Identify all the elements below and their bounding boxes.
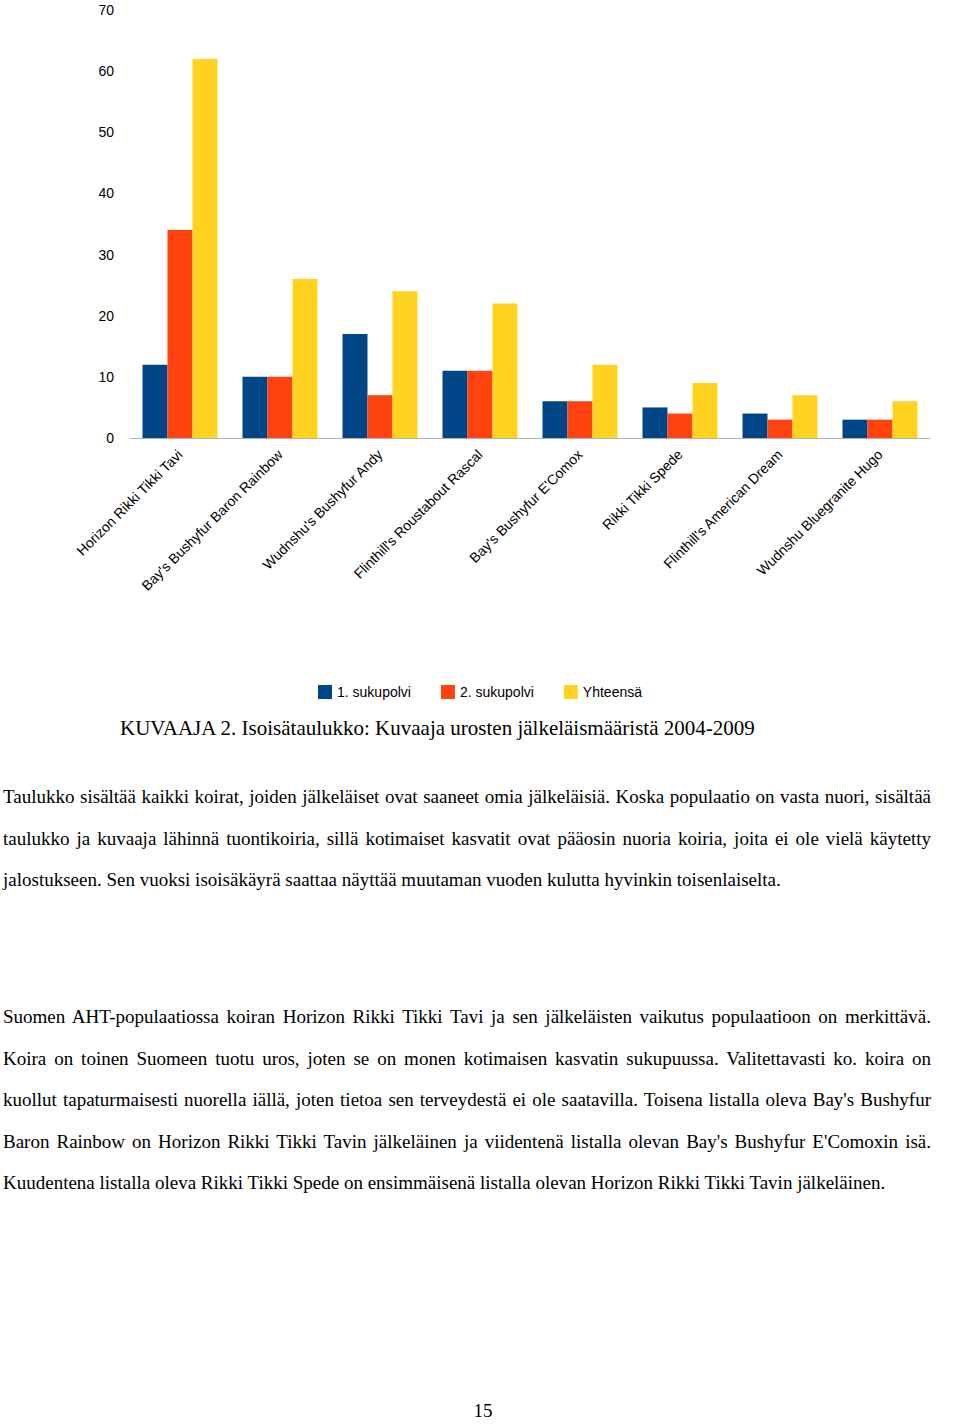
svg-text:Wudnshu's Bushyfur Andy: Wudnshu's Bushyfur Andy xyxy=(259,446,386,573)
html-text:KUVAAJA 2. Isoisätaulukko: Kuv: KUVAAJA 2. Isoisätaulukko: Kuvaaja urost… xyxy=(120,716,755,740)
svg-text:60: 60 xyxy=(98,63,114,79)
html-text:15: 15 xyxy=(473,1400,493,1421)
svg-text:Flinthill's Roustabout Rascal: Flinthill's Roustabout Rascal xyxy=(350,446,485,581)
svg-text:10: 10 xyxy=(98,369,114,385)
svg-text:20: 20 xyxy=(98,308,114,324)
svg-text:Bay's Bushyfur Baron Rainbow: Bay's Bushyfur Baron Rainbow xyxy=(138,446,286,594)
html-text:Suomen AHT-populaatiossa koira: Suomen AHT-populaatiossa koiran Horizon … xyxy=(3,1006,931,1194)
svg-text:Flinthill's American Dream: Flinthill's American Dream xyxy=(660,446,786,572)
svg-text:Horizon Rikki Tikki Tavi: Horizon Rikki Tikki Tavi xyxy=(73,446,185,558)
html-text:Taulukko sisältää kaikki koira: Taulukko sisältää kaikki koirat, joiden … xyxy=(3,786,931,891)
svg-text:Wudnshu Bluegranite Hugo: Wudnshu Bluegranite Hugo xyxy=(754,446,886,578)
svg-text:40: 40 xyxy=(98,185,114,201)
svg-text:Yhteensä: Yhteensä xyxy=(583,684,642,700)
svg-text:2. sukupolvi: 2. sukupolvi xyxy=(460,684,534,700)
svg-text:30: 30 xyxy=(98,247,114,263)
svg-text:0: 0 xyxy=(106,430,114,446)
svg-text:70: 70 xyxy=(98,2,114,18)
svg-text:Rikki Tikki Spede: Rikki Tikki Spede xyxy=(599,446,686,533)
svg-text:1. sukupolvi: 1. sukupolvi xyxy=(337,684,411,700)
svg-text:Bay's Bushyfur E'Comox: Bay's Bushyfur E'Comox xyxy=(466,446,586,566)
svg-text:50: 50 xyxy=(98,124,114,140)
